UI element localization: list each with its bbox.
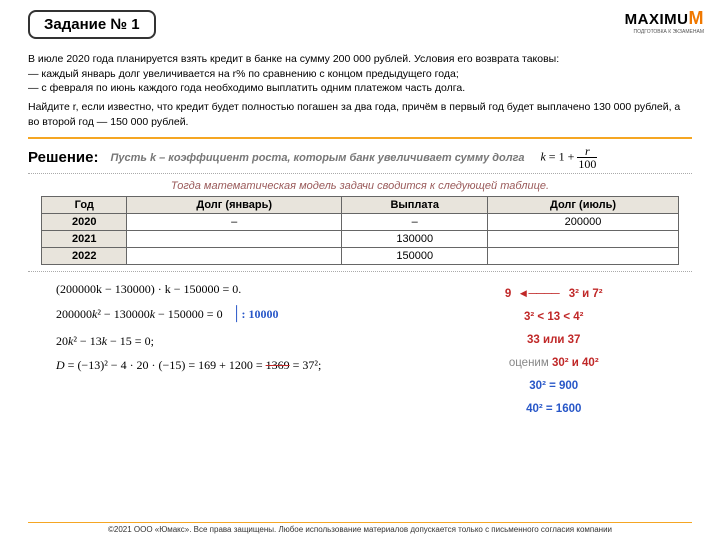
solution-note-1: Пусть k – коэффициент роста, которым бан… xyxy=(110,152,524,164)
formula-k: k = 1 + r100 xyxy=(540,145,597,170)
eq-4b: = 37²; xyxy=(290,358,322,372)
hint-5: 30² = 900 xyxy=(415,375,692,398)
solution-table: Год Долг (январь) Выплата Долг (июль) 20… xyxy=(41,196,678,265)
hint-4: оценим 30² и 40² xyxy=(415,352,692,375)
eq-2: 200000k² − 130000k − 150000 = 0 │: 10000 xyxy=(56,301,415,329)
math-left-column: (200000k − 130000) · k − 150000 = 0. 200… xyxy=(28,275,415,421)
cell xyxy=(127,248,342,265)
logo-subtitle: ПОДГОТОВКА К ЭКЗАМЕНАМ xyxy=(625,29,704,35)
eq-4: D = (−13)² − 4 · 20 · (−15) = 169 + 1200… xyxy=(56,353,415,377)
table-header-row: Год Долг (январь) Выплата Долг (июль) xyxy=(42,197,678,214)
dotted-divider-2 xyxy=(28,271,692,272)
col-pay: Выплата xyxy=(342,197,488,214)
math-area: (200000k − 130000) · k − 150000 = 0. 200… xyxy=(28,275,692,421)
cell: – xyxy=(127,214,342,231)
dotted-divider-1 xyxy=(28,173,692,174)
divider-orange xyxy=(28,137,692,139)
problem-line-1: В июле 2020 года планируется взять креди… xyxy=(28,52,692,67)
cell: – xyxy=(342,214,488,231)
eq-2a: 200000k² − 130000k − 150000 = 0 xyxy=(56,307,223,321)
logo-accent: M xyxy=(689,8,705,28)
problem-line-3: — с февраля по июнь каждого года необход… xyxy=(28,81,692,96)
eq-2b: : 10000 xyxy=(242,307,279,321)
eq-4-strike: 1369 xyxy=(266,358,290,372)
problem-text: В июле 2020 года планируется взять креди… xyxy=(28,52,692,96)
table-row: 2021 130000 xyxy=(42,231,678,248)
divide-bar-icon: │ xyxy=(232,307,242,322)
footer-text: ©2021 ООО «Юмакс». Все права защищены. Л… xyxy=(28,525,692,534)
hint-4b: 30² и 40² xyxy=(552,357,599,369)
math-right-column: 9 ◄──── 3² и 7² 3² < 13 < 4² 33 или 37 о… xyxy=(415,275,692,421)
cell-year: 2022 xyxy=(42,248,127,265)
footer: ©2021 ООО «Юмакс». Все права защищены. Л… xyxy=(28,522,692,535)
problem-line-2: — каждый январь долг увеличивается на r%… xyxy=(28,67,692,82)
brand-logo: MAXIMUM ПОДГОТОВКА К ЭКЗАМЕНАМ xyxy=(625,8,704,35)
hint-1b: 3² и 7² xyxy=(569,288,603,300)
footer-divider xyxy=(28,522,692,524)
cell: 130000 xyxy=(342,231,488,248)
solution-heading-row: Решение: Пусть k – коэффициент роста, ко… xyxy=(28,145,692,170)
col-jan: Долг (январь) xyxy=(127,197,342,214)
cell-year: 2020 xyxy=(42,214,127,231)
cell xyxy=(488,231,678,248)
cell-year: 2021 xyxy=(42,231,127,248)
table-row: 2022 150000 xyxy=(42,248,678,265)
hint-3: 33 или 37 xyxy=(415,329,692,352)
problem-line-4: Найдите r, если известно, что кредит буд… xyxy=(28,100,692,129)
col-year: Год xyxy=(42,197,127,214)
header: Задание № 1 MAXIMUM ПОДГОТОВКА К ЭКЗАМЕН… xyxy=(28,10,692,46)
hint-6: 40² = 1600 xyxy=(415,398,692,421)
cell: 150000 xyxy=(342,248,488,265)
task-badge: Задание № 1 xyxy=(28,10,156,39)
table-row: 2020 – – 200000 xyxy=(42,214,678,231)
col-jul: Долг (июль) xyxy=(488,197,678,214)
cell xyxy=(127,231,342,248)
cell xyxy=(488,248,678,265)
logo-text: MAXIMU xyxy=(625,11,689,28)
hint-1a: 9 xyxy=(505,288,511,300)
hint-1: 9 ◄──── 3² и 7² xyxy=(415,283,692,306)
arrow-left-icon: ◄──── xyxy=(518,288,559,300)
solution-label: Решение: xyxy=(28,149,98,166)
hint-2: 3² < 13 < 4² xyxy=(415,306,692,329)
cell: 200000 xyxy=(488,214,678,231)
eq-3: 20k² − 13k − 15 = 0; xyxy=(56,329,415,353)
eq-1: (200000k − 130000) · k − 150000 = 0. xyxy=(56,277,415,301)
solution-note-2: Тогда математическая модель задачи своди… xyxy=(28,180,692,192)
hint-4a: оценим xyxy=(509,357,552,369)
